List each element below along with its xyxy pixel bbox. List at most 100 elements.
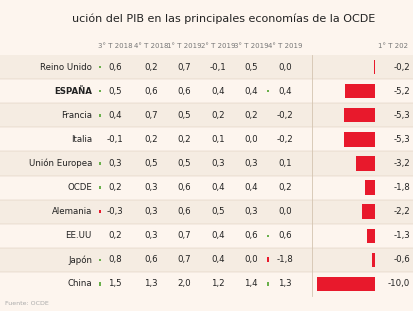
Bar xyxy=(0,272,413,296)
Text: -0,1: -0,1 xyxy=(209,63,226,72)
Text: -1,8: -1,8 xyxy=(276,255,293,264)
Text: Alemania: Alemania xyxy=(52,207,92,216)
Text: 0,7: 0,7 xyxy=(177,255,190,264)
Bar xyxy=(0,79,413,103)
Text: 0,4: 0,4 xyxy=(278,87,291,96)
Text: 0,1: 0,1 xyxy=(278,159,291,168)
Text: Reino Unido: Reino Unido xyxy=(40,63,92,72)
Text: Italia: Italia xyxy=(71,135,92,144)
Bar xyxy=(0,127,413,151)
Text: 0,2: 0,2 xyxy=(144,63,157,72)
Text: 2° T 2019: 2° T 2019 xyxy=(200,43,235,49)
Bar xyxy=(266,234,268,237)
Bar xyxy=(99,259,101,261)
Bar xyxy=(266,90,268,92)
Text: 1,4: 1,4 xyxy=(244,280,257,288)
Text: -5,3: -5,3 xyxy=(392,111,409,120)
Text: 0,6: 0,6 xyxy=(177,183,190,192)
Text: 0,6: 0,6 xyxy=(144,255,157,264)
Text: -0,6: -0,6 xyxy=(392,255,409,264)
Text: -1,8: -1,8 xyxy=(392,183,409,192)
Bar xyxy=(373,60,374,74)
Text: 2,0: 2,0 xyxy=(177,280,190,288)
Bar xyxy=(344,84,374,98)
Bar xyxy=(361,204,374,219)
Text: 0,3: 0,3 xyxy=(244,207,257,216)
Text: 0,1: 0,1 xyxy=(211,135,224,144)
Bar xyxy=(266,257,268,262)
Bar xyxy=(344,132,374,146)
Text: 0,2: 0,2 xyxy=(211,111,224,120)
Text: -1,3: -1,3 xyxy=(392,231,409,240)
Text: 0,7: 0,7 xyxy=(177,231,190,240)
Text: 0,7: 0,7 xyxy=(177,63,190,72)
Text: 0,0: 0,0 xyxy=(278,63,291,72)
Text: -10,0: -10,0 xyxy=(387,280,409,288)
Text: -0,2: -0,2 xyxy=(392,63,409,72)
Text: -5,3: -5,3 xyxy=(392,135,409,144)
Bar xyxy=(99,90,101,92)
Bar xyxy=(364,180,374,195)
Bar xyxy=(99,66,101,68)
Bar xyxy=(99,186,101,189)
Bar xyxy=(0,224,413,248)
Text: 0,4: 0,4 xyxy=(211,231,224,240)
Text: 0,2: 0,2 xyxy=(144,135,157,144)
Text: China: China xyxy=(67,280,92,288)
Text: 0,5: 0,5 xyxy=(144,159,157,168)
Text: 1,5: 1,5 xyxy=(108,280,121,288)
Text: 0,5: 0,5 xyxy=(177,111,190,120)
Bar xyxy=(99,162,101,165)
Text: -0,3: -0,3 xyxy=(107,207,123,216)
Text: ución del PIB en las principales economías de la OCDE: ución del PIB en las principales economí… xyxy=(72,14,374,25)
Bar xyxy=(99,114,101,117)
Text: 0,3: 0,3 xyxy=(144,207,157,216)
Text: 0,6: 0,6 xyxy=(108,63,121,72)
Text: 1° T 202: 1° T 202 xyxy=(377,43,407,49)
Bar xyxy=(266,282,268,286)
Bar xyxy=(0,151,413,175)
Text: EE.UU: EE.UU xyxy=(66,231,92,240)
Text: 0,3: 0,3 xyxy=(244,159,257,168)
Bar xyxy=(0,175,413,200)
Text: 3° T 2018: 3° T 2018 xyxy=(97,43,132,49)
Text: ESPAÑA: ESPAÑA xyxy=(54,87,92,96)
Bar xyxy=(370,253,374,267)
Text: 0,2: 0,2 xyxy=(177,135,190,144)
Text: 0,5: 0,5 xyxy=(177,159,190,168)
Bar xyxy=(344,108,374,123)
Text: 0,5: 0,5 xyxy=(244,63,257,72)
Text: 0,3: 0,3 xyxy=(108,159,121,168)
Text: 0,5: 0,5 xyxy=(108,87,121,96)
Bar xyxy=(316,277,374,291)
Text: 1,2: 1,2 xyxy=(211,280,224,288)
Text: 0,3: 0,3 xyxy=(144,231,157,240)
Text: -3,2: -3,2 xyxy=(392,159,409,168)
Text: Fuente: OCDE: Fuente: OCDE xyxy=(5,301,49,306)
Text: 1,3: 1,3 xyxy=(278,280,291,288)
Text: Japón: Japón xyxy=(68,255,92,265)
Bar xyxy=(356,156,374,171)
Bar xyxy=(0,248,413,272)
Text: 0,6: 0,6 xyxy=(177,207,190,216)
Text: Unión Europea: Unión Europea xyxy=(28,159,92,168)
Text: 4° T 2019: 4° T 2019 xyxy=(267,43,301,49)
Text: -0,1: -0,1 xyxy=(107,135,123,144)
Bar xyxy=(367,229,374,243)
Text: 0,8: 0,8 xyxy=(108,255,121,264)
Text: 0,4: 0,4 xyxy=(211,255,224,264)
Text: 0,6: 0,6 xyxy=(278,231,291,240)
Text: -0,2: -0,2 xyxy=(276,135,293,144)
Text: 4° T 2018: 4° T 2018 xyxy=(133,43,168,49)
Text: 0,5: 0,5 xyxy=(211,207,224,216)
Text: 0,0: 0,0 xyxy=(244,255,257,264)
Text: -5,2: -5,2 xyxy=(392,87,409,96)
Text: 0,4: 0,4 xyxy=(244,87,257,96)
Text: 0,6: 0,6 xyxy=(244,231,257,240)
Text: 0,3: 0,3 xyxy=(144,183,157,192)
Text: OCDE: OCDE xyxy=(67,183,92,192)
Text: 0,6: 0,6 xyxy=(144,87,157,96)
Text: 0,4: 0,4 xyxy=(108,111,121,120)
Text: -2,2: -2,2 xyxy=(392,207,409,216)
Text: -0,2: -0,2 xyxy=(276,111,293,120)
